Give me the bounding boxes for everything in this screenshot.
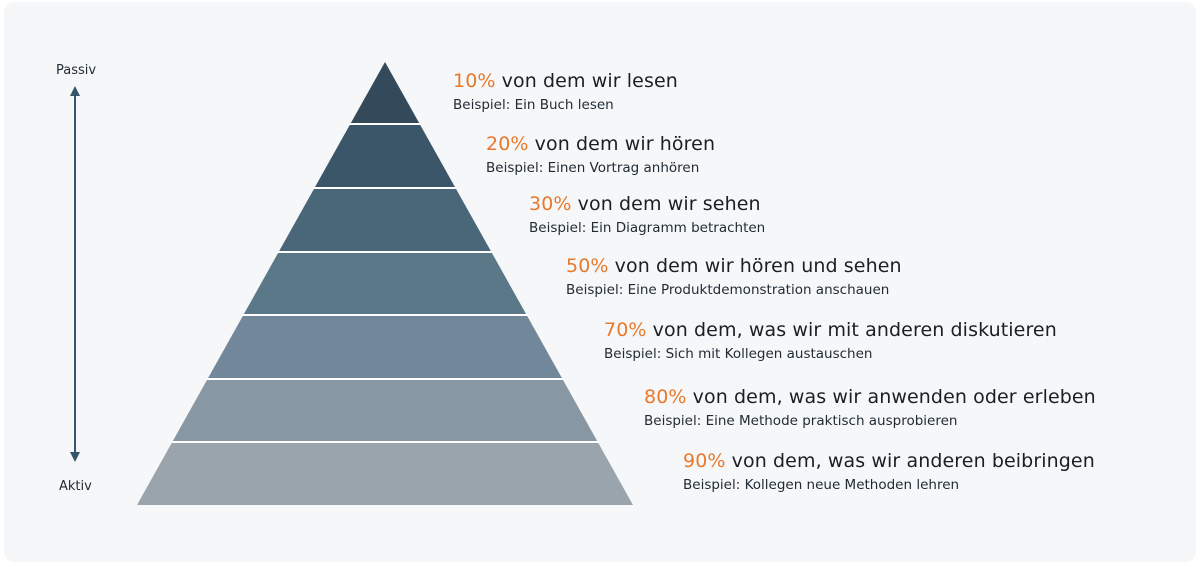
level-text: von dem wir sehen [577, 193, 761, 215]
level-5: 70% von dem, was wir mit anderen diskuti… [604, 318, 1057, 364]
level-example: Beispiel: Ein Buch lesen [453, 97, 614, 113]
pyramid-layer-2 [314, 124, 456, 188]
pyramid-layer-3 [278, 188, 492, 252]
axis-arrow [70, 86, 80, 462]
level-text: von dem, was wir mit anderen diskutieren [652, 319, 1057, 341]
level-1: 10% von dem wir lesen Beispiel: Ein Buch… [453, 69, 678, 115]
level-4: 50% von dem wir hören und sehen Beispiel… [566, 254, 902, 300]
level-percent: 30% [529, 193, 572, 215]
pyramid-layer-5 [207, 315, 563, 379]
level-3: 30% von dem wir sehen Beispiel: Ein Diag… [529, 192, 765, 238]
level-2: 20% von dem wir hören Beispiel: Einen Vo… [486, 132, 715, 178]
arrow-up-icon [70, 86, 80, 96]
level-percent: 80% [644, 386, 687, 408]
level-percent: 10% [453, 70, 496, 92]
pyramid-layer-7 [137, 442, 633, 505]
pyramid-layer-4 [243, 252, 527, 315]
level-example: Beispiel: Sich mit Kollegen austauschen [604, 346, 873, 362]
level-percent: 20% [486, 133, 529, 155]
level-text: von dem, was wir anwenden oder erleben [692, 386, 1096, 408]
level-example: Beispiel: Eine Produktdemonstration ansc… [566, 282, 890, 298]
level-text: von dem wir hören und sehen [614, 255, 902, 277]
pyramid-layer-1 [350, 62, 420, 124]
level-text: von dem wir lesen [501, 70, 678, 92]
axis-label-passive: Passiv [56, 63, 97, 78]
level-example: Beispiel: Eine Methode praktisch ausprob… [644, 413, 958, 429]
arrow-down-icon [70, 452, 80, 462]
level-example: Beispiel: Einen Vortrag anhören [486, 160, 700, 176]
pyramid-layer-6 [172, 379, 598, 442]
level-percent: 90% [683, 450, 726, 472]
level-example: Beispiel: Ein Diagramm betrachten [529, 220, 766, 236]
level-6: 80% von dem, was wir anwenden oder erleb… [644, 385, 1096, 431]
level-example: Beispiel: Kollegen neue Methoden lehren [683, 477, 960, 493]
axis-label-active: Aktiv [59, 479, 92, 494]
level-text: von dem, was wir anderen beibringen [731, 450, 1095, 472]
level-7: 90% von dem, was wir anderen beibringen … [683, 449, 1095, 495]
level-text: von dem wir hören [534, 133, 716, 155]
level-percent: 70% [604, 319, 647, 341]
level-percent: 50% [566, 255, 609, 277]
